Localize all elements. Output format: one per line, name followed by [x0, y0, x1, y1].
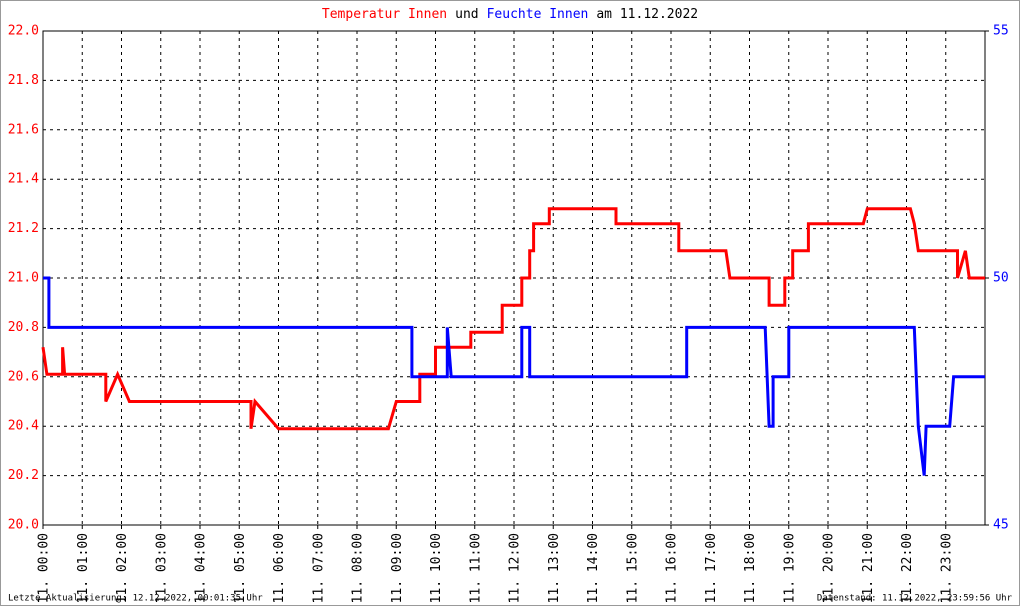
y-tick-label: 21.8 [8, 73, 39, 88]
x-tick-label: 11. 09:00 [390, 533, 405, 603]
y-tick-label: 20.8 [8, 320, 39, 335]
title-part: Temperatur Innen [322, 7, 447, 22]
y2-tick-label: 55 [993, 24, 1009, 39]
x-tick-label: 11. 22:00 [900, 533, 915, 603]
y-tick-label: 22.0 [8, 24, 39, 39]
y2-tick-label: 45 [993, 518, 1009, 533]
y-tick-label: 21.4 [8, 172, 39, 187]
series-line [43, 276, 985, 476]
x-tick-label: 11. 11:00 [468, 533, 483, 603]
x-tick-label: 11. 00:00 [37, 533, 52, 603]
title-part: und [455, 7, 478, 22]
y-tick-label: 21.0 [8, 271, 39, 286]
x-tick-label: 11. 16:00 [665, 533, 680, 603]
x-tick-label: 11. 12:00 [508, 533, 523, 603]
chart-title: Temperatur Innen und Feuchte Innen am 11.12… [322, 7, 698, 22]
y-tick-label: 20.0 [8, 518, 39, 533]
y-tick-label: 20.4 [8, 419, 39, 434]
x-tick-label: 11. 06:00 [272, 533, 287, 603]
x-tick-label: 11. 15:00 [625, 533, 640, 603]
x-tick-label: 11. 10:00 [429, 533, 444, 603]
x-tick-label: 11. 01:00 [76, 533, 91, 603]
x-tick-label: 11. 20:00 [822, 533, 837, 603]
x-tick-label: 11. 08:00 [351, 533, 366, 603]
x-tick-label: 11. 18:00 [743, 533, 758, 603]
y-tick-label: 21.2 [8, 221, 39, 236]
x-tick-label: 11. 19:00 [782, 533, 797, 603]
y-tick-label: 20.2 [8, 468, 39, 483]
x-tick-label: 11. 23:00 [939, 533, 954, 603]
x-tick-label: 11. 04:00 [194, 533, 209, 603]
x-tick-label: 11. 14:00 [586, 533, 601, 603]
y2-tick-label: 50 [993, 271, 1009, 286]
y-tick-label: 20.6 [8, 369, 39, 384]
x-tick-label: 11. 03:00 [154, 533, 169, 603]
footer-left: Letzte Aktualisierung: 12.12.2022, 00:01… [8, 594, 263, 604]
footer-right: Datenstand: 11.12.2022, 23:59:56 Uhr [817, 594, 1013, 604]
x-tick-label: 11. 17:00 [704, 533, 719, 603]
x-tick-label: 11. 21:00 [861, 533, 876, 603]
x-tick-label: 11. 02:00 [115, 533, 130, 603]
title-part: Feuchte Innen [487, 7, 589, 22]
x-tick-label: 11. 13:00 [547, 533, 562, 603]
x-tick-label: 11. 07:00 [311, 533, 326, 603]
series-line [41, 207, 985, 431]
y-tick-label: 21.6 [8, 122, 39, 137]
x-tick-label: 11. 05:00 [233, 533, 248, 603]
title-part: am 11.12.2022 [596, 7, 698, 22]
